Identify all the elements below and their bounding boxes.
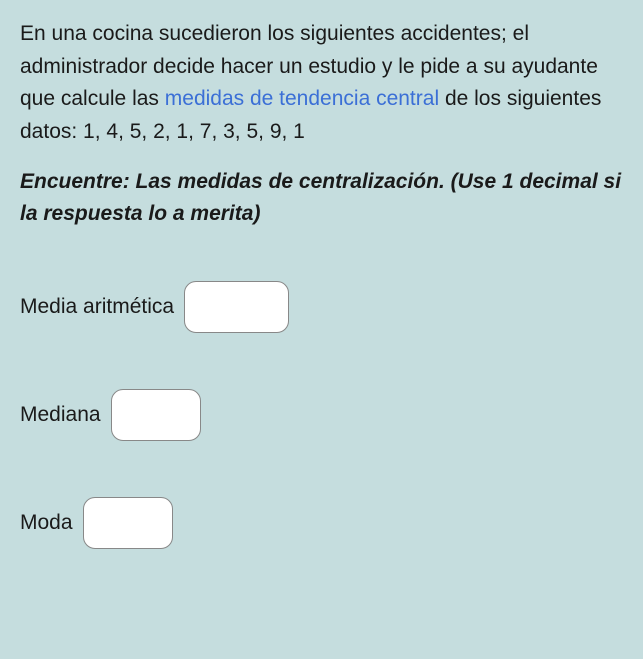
mode-input[interactable] (83, 497, 173, 549)
mean-input[interactable] (184, 281, 289, 333)
intro-link[interactable]: medidas de tendencia central (165, 87, 439, 110)
mean-row: Media aritmética (20, 281, 623, 333)
median-label: Mediana (20, 403, 101, 427)
median-input[interactable] (111, 389, 201, 441)
mode-label: Moda (20, 511, 73, 535)
problem-intro: En una cocina sucedieron los siguientes … (20, 18, 623, 148)
mode-row: Moda (20, 497, 623, 549)
mean-label: Media aritmética (20, 295, 174, 319)
instruction-text: Encuentre: Las medidas de centralización… (20, 166, 623, 229)
median-row: Mediana (20, 389, 623, 441)
